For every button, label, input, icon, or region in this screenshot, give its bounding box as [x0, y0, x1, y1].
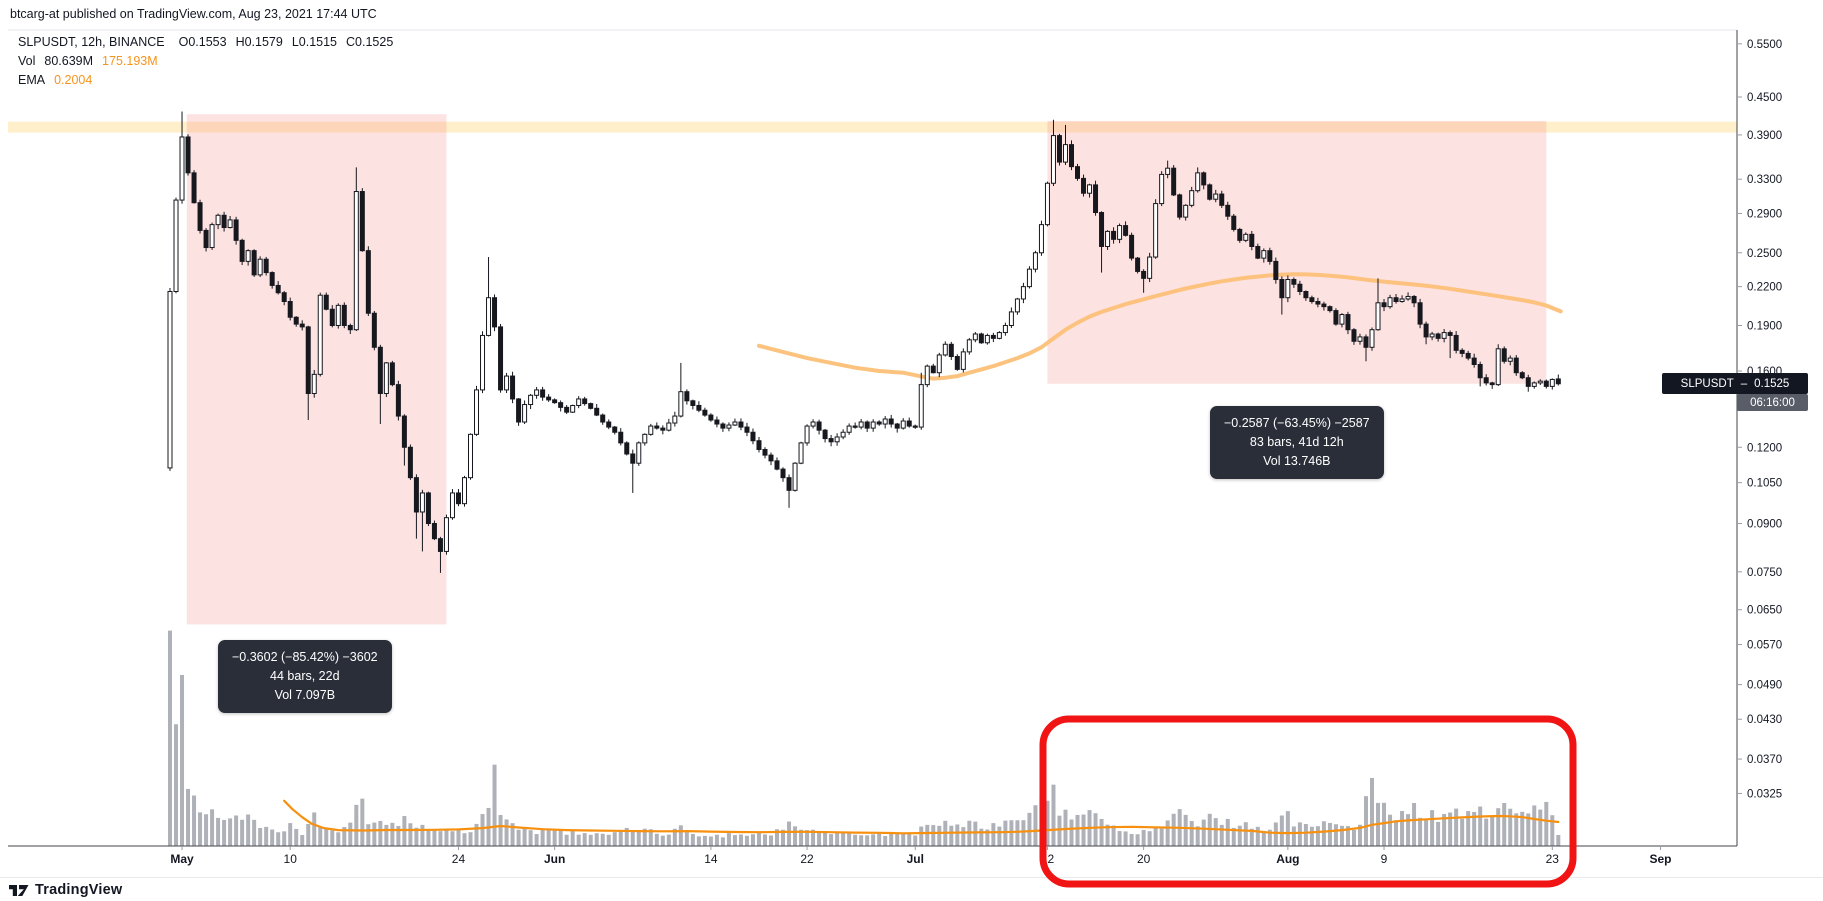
svg-text:23: 23	[1546, 852, 1560, 866]
measure-volume-line: Vol 13.746B	[1263, 454, 1331, 468]
svg-text:0.3900: 0.3900	[1747, 130, 1782, 142]
ema-line	[757, 272, 1563, 381]
svg-text:May: May	[170, 852, 194, 866]
svg-text:9: 9	[1381, 852, 1388, 866]
svg-text:22: 22	[800, 852, 814, 866]
candles-layer	[167, 111, 1561, 573]
legend: SLPUSDT, 12h, BINANCE O0.1553 H0.1579 L0.15…	[18, 33, 393, 90]
svg-text:0.0325: 0.0325	[1747, 788, 1782, 800]
legend-open: O0.1553	[178, 35, 227, 49]
svg-text:0.0570: 0.0570	[1747, 640, 1782, 652]
ema-value: 0.2004	[54, 73, 93, 87]
bar-close-countdown: 06:16:00	[1737, 394, 1808, 412]
measure-tooltip-august: −0.2587 (−63.45%) −2587 83 bars, 41d 12h…	[1210, 406, 1384, 479]
legend-high: H0.1579	[235, 35, 283, 49]
tradingview-logo-icon[interactable]	[8, 881, 29, 900]
svg-text:0.2200: 0.2200	[1747, 282, 1782, 294]
svg-text:Jun: Jun	[544, 852, 565, 866]
series-dash-icon: –	[1740, 377, 1748, 390]
measure-bars-line: 83 bars, 41d 12h	[1249, 435, 1344, 449]
last-price-symbol: SLPUSDT	[1680, 377, 1734, 390]
svg-text:12: 12	[1041, 852, 1055, 866]
svg-text:24: 24	[452, 852, 466, 866]
legend-symbol-title: SLPUSDT, 12h, BINANCE	[18, 35, 165, 49]
svg-text:0.1050: 0.1050	[1747, 478, 1782, 490]
svg-text:20: 20	[1137, 852, 1151, 866]
header: btcarg-at published on TradingView.com, …	[0, 0, 1823, 28]
footer: TradingView	[8, 879, 122, 901]
svg-text:Aug: Aug	[1276, 852, 1299, 866]
svg-text:0.0430: 0.0430	[1747, 714, 1782, 726]
legend-low: L0.1515	[291, 35, 338, 49]
svg-text:0.1900: 0.1900	[1747, 320, 1782, 332]
svg-text:0.2900: 0.2900	[1747, 208, 1782, 220]
last-price-value: 0.1525	[1754, 377, 1790, 390]
last-price-label: SLPUSDT –0.1525	[1662, 373, 1808, 395]
time-axis[interactable]: May 10 24 Jun 14 22 Jul 12 20 Aug 9 23 Sep	[8, 845, 1737, 866]
svg-text:0.1200: 0.1200	[1747, 442, 1782, 454]
volume-label: Vol	[18, 54, 36, 68]
svg-text:0.2500: 0.2500	[1747, 248, 1782, 260]
measure-bars-line: 44 bars, 22d	[270, 669, 340, 683]
tradingview-brand-text[interactable]: TradingView	[35, 882, 123, 898]
svg-text:0.0490: 0.0490	[1747, 680, 1782, 692]
measure-change-line: −0.2587 (−63.45%) −2587	[1224, 416, 1370, 430]
measure-change-line: −0.3602 (−85.42%) −3602	[232, 650, 378, 664]
svg-text:14: 14	[704, 852, 718, 866]
svg-text:0.5500: 0.5500	[1747, 39, 1782, 51]
svg-text:0.0650: 0.0650	[1747, 605, 1782, 617]
measure-region-layer	[186, 114, 1547, 625]
legend-ema-row: EMA 0.2004	[18, 71, 393, 90]
measure-tooltip-may: −0.3602 (−85.42%) −3602 44 bars, 22d Vol…	[218, 640, 392, 713]
svg-text:0.4500: 0.4500	[1747, 92, 1782, 104]
legend-volume-row: Vol 80.639M 175.193M	[18, 52, 393, 71]
legend-symbol-row: SLPUSDT, 12h, BINANCE O0.1553 H0.1579 L0.15…	[18, 33, 393, 52]
ema-label: EMA	[18, 73, 46, 87]
svg-text:0.0370: 0.0370	[1747, 754, 1782, 766]
svg-text:0.0750: 0.0750	[1747, 567, 1782, 579]
svg-text:0.0900: 0.0900	[1747, 519, 1782, 531]
volume-value: 80.639M	[44, 54, 94, 68]
svg-text:Sep: Sep	[1649, 852, 1671, 866]
legend-close: C0.1525	[346, 35, 394, 49]
price-axis[interactable]: 0.5500 0.4500 0.3900 0.3300 0.2900 0.2500 0.22…	[1736, 30, 1782, 846]
svg-text:0.3300: 0.3300	[1747, 174, 1782, 186]
volume-ma-value: 175.193M	[102, 54, 158, 68]
svg-text:10: 10	[284, 852, 298, 866]
highlight-band-layer	[8, 121, 1737, 133]
published-line: btcarg-at published on TradingView.com, …	[10, 7, 377, 21]
measure-volume-line: Vol 7.097B	[274, 688, 336, 702]
svg-text:Jul: Jul	[907, 852, 924, 866]
footer-separator	[0, 877, 1823, 878]
